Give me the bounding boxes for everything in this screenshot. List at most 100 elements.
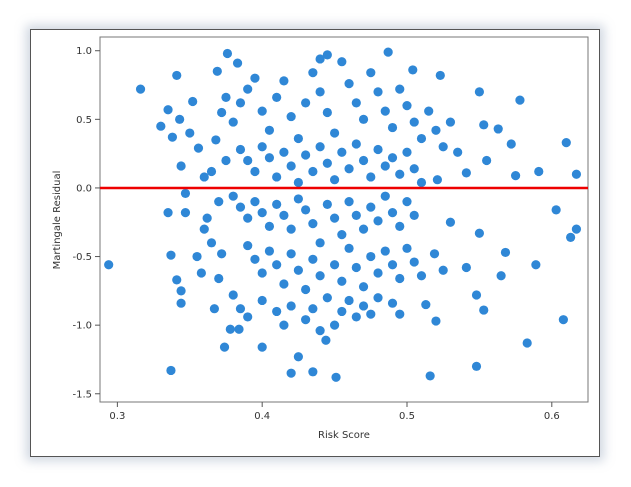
data-point bbox=[373, 144, 383, 155]
data-point bbox=[461, 168, 471, 178]
data-point bbox=[522, 338, 532, 348]
data-point bbox=[243, 312, 253, 322]
data-point bbox=[217, 249, 227, 259]
data-point bbox=[366, 309, 376, 319]
data-point bbox=[301, 315, 311, 325]
data-point bbox=[421, 299, 431, 310]
data-point bbox=[373, 216, 383, 226]
data-point bbox=[209, 304, 219, 314]
data-point bbox=[416, 177, 427, 188]
y-tick-label: 1.0 bbox=[76, 46, 92, 57]
data-point bbox=[571, 224, 582, 234]
data-point bbox=[199, 224, 209, 234]
data-point bbox=[515, 95, 525, 105]
data-point bbox=[551, 205, 561, 215]
data-point bbox=[402, 197, 412, 207]
data-point bbox=[315, 142, 325, 152]
y-axis-label: Martingale Residual bbox=[52, 171, 63, 270]
data-point bbox=[561, 138, 571, 148]
data-point bbox=[438, 265, 448, 275]
data-point bbox=[395, 273, 405, 284]
data-point bbox=[395, 309, 405, 319]
data-point bbox=[358, 282, 369, 292]
data-point bbox=[308, 68, 318, 78]
data-point bbox=[104, 260, 114, 270]
data-point bbox=[445, 217, 456, 227]
data-point bbox=[387, 208, 398, 218]
data-point bbox=[344, 295, 354, 306]
data-point bbox=[322, 293, 332, 303]
data-point bbox=[431, 316, 441, 326]
data-point bbox=[243, 84, 253, 94]
data-point bbox=[272, 172, 282, 182]
data-point bbox=[351, 98, 361, 108]
x-axis-label: Risk Score bbox=[318, 430, 370, 441]
y-tick-label: -1.0 bbox=[72, 321, 92, 332]
data-point bbox=[228, 117, 238, 127]
data-point bbox=[301, 98, 311, 108]
data-point bbox=[337, 57, 347, 67]
data-point bbox=[279, 210, 289, 220]
data-point bbox=[461, 262, 471, 273]
data-point bbox=[257, 295, 267, 306]
data-point bbox=[416, 271, 427, 281]
data-point bbox=[308, 166, 318, 177]
data-point bbox=[315, 87, 325, 97]
data-point bbox=[286, 111, 296, 122]
data-point bbox=[471, 290, 482, 300]
data-point bbox=[474, 87, 484, 97]
data-point bbox=[243, 155, 253, 166]
data-point bbox=[329, 260, 340, 270]
data-point bbox=[344, 164, 354, 174]
data-point bbox=[257, 106, 267, 116]
data-point bbox=[250, 197, 260, 207]
data-point bbox=[286, 301, 296, 311]
data-point bbox=[315, 271, 325, 281]
data-point bbox=[344, 243, 354, 253]
y-tick-label: -1.5 bbox=[72, 389, 92, 400]
data-point bbox=[344, 197, 354, 207]
data-point bbox=[180, 208, 191, 218]
data-point bbox=[409, 257, 419, 267]
data-point bbox=[395, 221, 405, 231]
data-point bbox=[380, 191, 390, 201]
data-point bbox=[383, 47, 393, 57]
data-point bbox=[293, 265, 303, 275]
data-point bbox=[558, 315, 568, 325]
data-point bbox=[301, 205, 311, 215]
data-point bbox=[329, 175, 340, 185]
x-tick-label: 0.6 bbox=[544, 411, 560, 422]
data-point bbox=[366, 172, 376, 182]
data-point bbox=[387, 260, 398, 270]
data-point bbox=[510, 170, 521, 181]
data-point bbox=[166, 365, 176, 376]
data-point bbox=[358, 155, 369, 166]
data-point bbox=[435, 70, 445, 81]
data-point bbox=[566, 232, 576, 242]
data-point bbox=[322, 199, 332, 210]
data-point bbox=[206, 166, 217, 177]
data-point bbox=[264, 246, 275, 256]
data-point bbox=[286, 161, 296, 171]
data-point bbox=[402, 101, 412, 111]
data-point bbox=[279, 279, 289, 289]
data-point bbox=[344, 79, 354, 89]
data-point bbox=[250, 73, 260, 83]
data-point bbox=[250, 254, 260, 264]
data-point bbox=[172, 275, 182, 285]
data-point bbox=[351, 312, 361, 322]
data-point bbox=[409, 164, 419, 174]
data-point bbox=[474, 228, 484, 238]
data-point bbox=[482, 155, 492, 166]
data-point bbox=[408, 65, 418, 75]
data-point bbox=[402, 147, 412, 157]
data-point bbox=[315, 54, 325, 64]
data-point bbox=[196, 268, 206, 278]
data-point bbox=[438, 142, 448, 152]
x-tick-label: 0.5 bbox=[399, 411, 415, 422]
data-point bbox=[471, 361, 482, 371]
data-point bbox=[301, 150, 311, 160]
data-point bbox=[351, 262, 361, 273]
data-point bbox=[479, 305, 489, 315]
